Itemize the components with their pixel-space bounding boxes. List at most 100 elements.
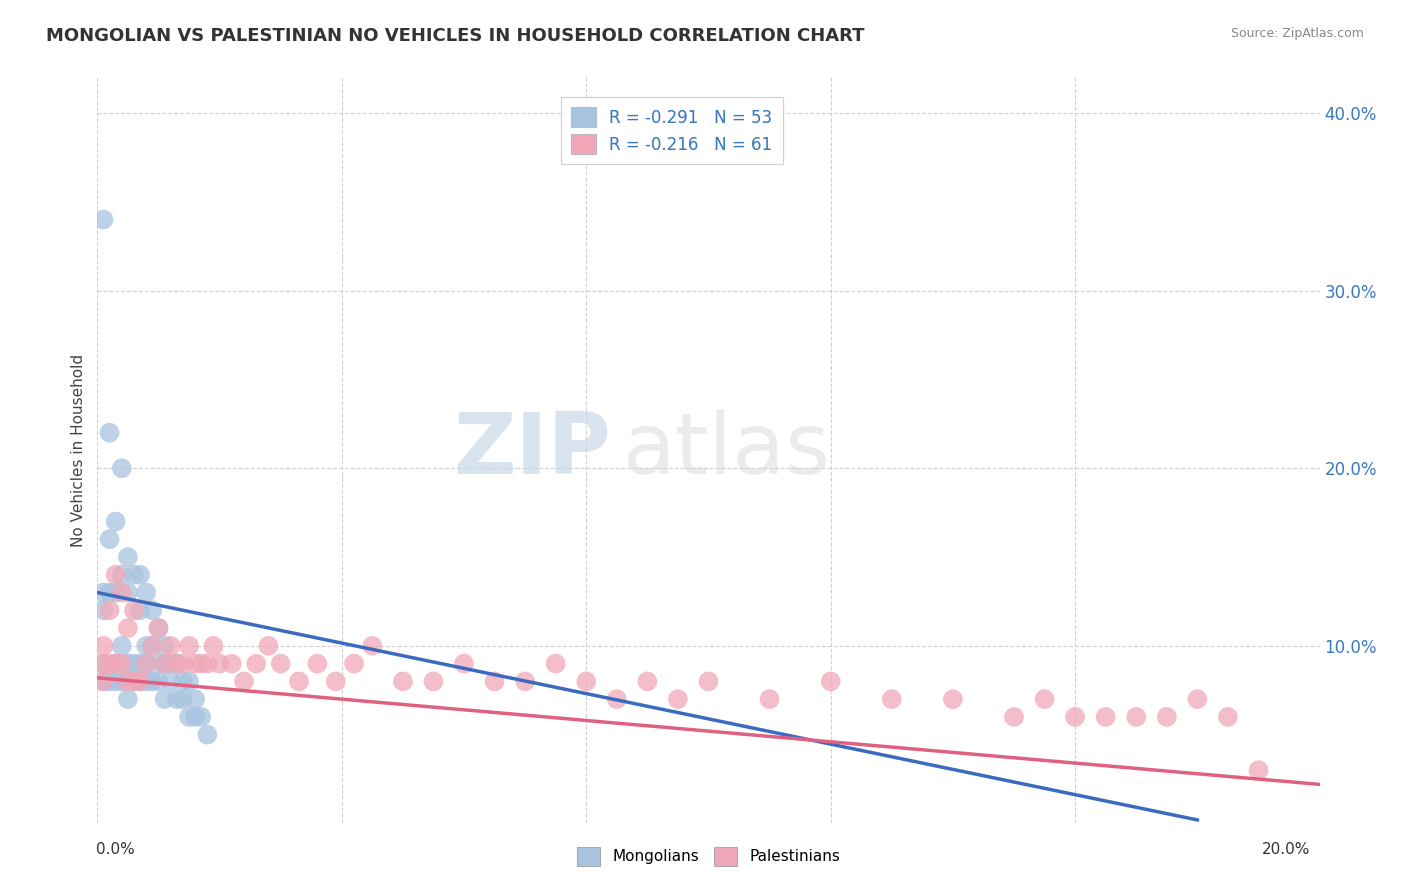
Text: 0.0%: 0.0% (96, 842, 135, 856)
Point (141, 639, 163, 653)
Point (98, 585, 121, 599)
Point (1156, 710, 1178, 724)
Point (148, 621, 170, 635)
Point (172, 674, 194, 689)
Point (129, 657, 152, 671)
Point (104, 567, 127, 582)
Point (697, 674, 720, 689)
Point (288, 674, 311, 689)
Point (195, 657, 218, 671)
Point (117, 692, 139, 706)
Point (1002, 710, 1025, 724)
Point (184, 657, 207, 671)
Point (544, 657, 567, 671)
Point (184, 710, 207, 724)
Point (117, 621, 139, 635)
Text: atlas: atlas (623, 409, 831, 492)
Point (104, 585, 127, 599)
Text: 20.0%: 20.0% (1263, 842, 1310, 856)
Point (513, 674, 536, 689)
Point (93, 674, 115, 689)
Point (122, 674, 145, 689)
Point (190, 657, 212, 671)
Point (135, 657, 157, 671)
Point (153, 657, 176, 671)
Text: MONGOLIAN VS PALESTINIAN NO VEHICLES IN HOUSEHOLD CORRELATION CHART: MONGOLIAN VS PALESTINIAN NO VEHICLES IN … (46, 27, 865, 45)
Point (135, 585, 157, 599)
Point (122, 674, 145, 689)
Point (392, 674, 415, 689)
Point (153, 692, 176, 706)
Point (257, 639, 280, 653)
Point (117, 585, 139, 599)
Point (98, 533, 121, 547)
Point (172, 692, 194, 706)
Point (93, 657, 115, 671)
Legend: R = -0.291   N = 53, R = -0.216   N = 61: R = -0.291 N = 53, R = -0.216 N = 61 (561, 97, 783, 164)
Point (153, 657, 176, 671)
Point (325, 674, 347, 689)
Point (93, 212, 115, 227)
Point (98, 425, 121, 440)
Point (1187, 692, 1209, 706)
Point (177, 710, 200, 724)
Point (1125, 710, 1147, 724)
Point (111, 674, 134, 689)
Point (111, 567, 134, 582)
Point (141, 639, 163, 653)
Point (233, 674, 256, 689)
Point (93, 674, 115, 689)
Point (484, 674, 506, 689)
Point (141, 674, 163, 689)
Point (422, 674, 444, 689)
Point (141, 603, 163, 617)
Point (93, 585, 115, 599)
Point (111, 585, 134, 599)
Point (166, 692, 188, 706)
Y-axis label: No Vehicles in Household: No Vehicles in Household (72, 354, 86, 547)
Point (636, 674, 658, 689)
Point (93, 639, 115, 653)
Point (245, 657, 267, 671)
Point (1094, 710, 1116, 724)
Point (270, 657, 292, 671)
Point (104, 657, 127, 671)
Point (190, 710, 212, 724)
Point (148, 674, 170, 689)
Point (758, 692, 780, 706)
Point (117, 674, 139, 689)
Point (93, 603, 115, 617)
Point (1033, 692, 1056, 706)
Point (122, 657, 145, 671)
Point (159, 674, 181, 689)
Point (575, 674, 598, 689)
Point (104, 657, 127, 671)
Point (122, 603, 145, 617)
Point (111, 657, 134, 671)
Point (129, 603, 152, 617)
Point (135, 639, 157, 653)
Point (98, 603, 121, 617)
Point (177, 674, 200, 689)
Point (135, 674, 157, 689)
Point (104, 515, 127, 529)
Point (159, 639, 181, 653)
Point (177, 639, 200, 653)
Point (129, 674, 152, 689)
Point (666, 692, 689, 706)
Point (208, 657, 231, 671)
Point (111, 461, 134, 475)
Point (98, 674, 121, 689)
Point (942, 692, 965, 706)
Point (343, 657, 366, 671)
Text: Source: ZipAtlas.com: Source: ZipAtlas.com (1230, 27, 1364, 40)
Point (1216, 710, 1239, 724)
Point (159, 657, 181, 671)
Point (195, 728, 218, 742)
Point (148, 621, 170, 635)
Point (184, 692, 207, 706)
Point (111, 639, 134, 653)
Point (104, 674, 127, 689)
Text: ZIP: ZIP (453, 409, 610, 492)
Point (453, 657, 475, 671)
